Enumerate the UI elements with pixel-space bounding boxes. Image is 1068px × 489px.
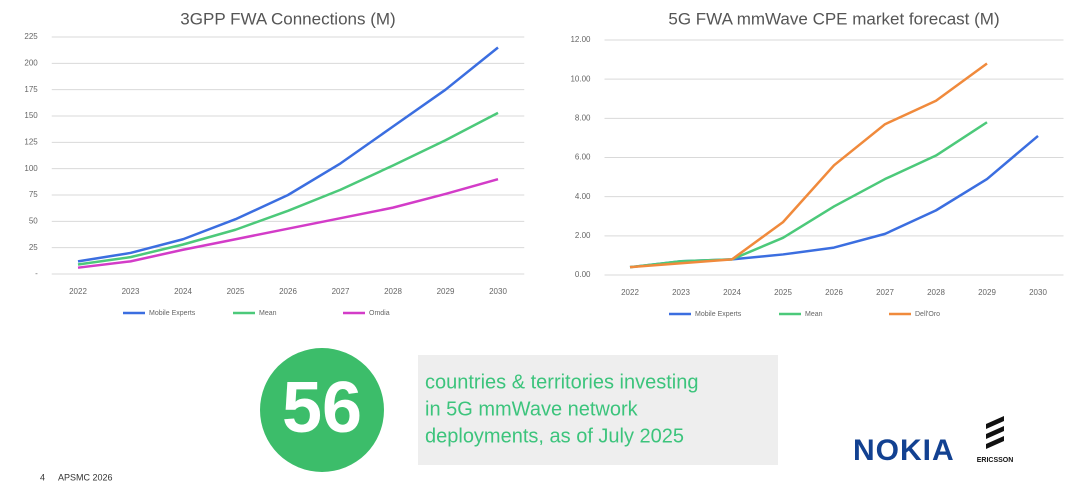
nokia-logo: NOKIA — [853, 434, 955, 467]
callout-text: countries & territories investing — [425, 371, 698, 393]
y-tick-label: 12.00 — [570, 35, 591, 44]
callout-box — [418, 355, 778, 465]
y-tick-label: 100 — [24, 164, 38, 173]
x-tick-label: 2022 — [69, 287, 87, 296]
legend-label: Omdia — [369, 310, 390, 317]
y-tick-label: 8.00 — [575, 113, 591, 122]
y-tick-label: 125 — [24, 137, 38, 146]
legend-label: Mobile Experts — [695, 311, 742, 318]
chart-title: 3GPP FWA Connections (M) — [180, 9, 395, 28]
y-tick-label: 4.00 — [575, 192, 591, 201]
callout-number: 56 — [282, 368, 362, 448]
x-tick-label: 2025 — [774, 288, 792, 297]
page-number: 4 — [40, 472, 45, 482]
ericsson-logo: ERICSSON — [977, 457, 1014, 464]
legend-label: Mobile Experts — [149, 310, 196, 317]
legend-label: Dell'Oro — [915, 311, 940, 318]
x-tick-label: 2029 — [437, 287, 455, 296]
callout-text: in 5G mmWave network — [425, 398, 639, 420]
x-tick-label: 2023 — [672, 288, 690, 297]
ericsson-icon — [986, 416, 1004, 449]
x-tick-label: 2022 — [621, 288, 639, 297]
y-tick-label: 225 — [24, 32, 38, 41]
y-tick-label: 150 — [24, 111, 38, 120]
x-tick-label: 2028 — [927, 288, 945, 297]
callout-text: deployments, as of July 2025 — [425, 425, 684, 447]
x-tick-label: 2029 — [978, 288, 996, 297]
x-tick-label: 2028 — [384, 287, 402, 296]
y-tick-label: 200 — [24, 58, 38, 67]
x-tick-label: 2024 — [174, 287, 192, 296]
line-series — [629, 121, 988, 269]
x-tick-label: 2023 — [122, 287, 140, 296]
y-tick-label: 0.00 — [575, 270, 591, 279]
callout-circle — [260, 348, 384, 472]
x-tick-label: 2027 — [332, 287, 350, 296]
x-tick-label: 2025 — [227, 287, 245, 296]
y-tick-label: 6.00 — [575, 153, 591, 162]
x-tick-label: 2024 — [723, 288, 741, 297]
y-tick-label: 175 — [24, 85, 38, 94]
line-series — [629, 62, 988, 269]
y-tick-label: 2.00 — [575, 231, 591, 240]
legend-label: Mean — [259, 310, 277, 317]
x-tick-label: 2026 — [825, 288, 843, 297]
line-series — [77, 46, 499, 263]
line-series — [77, 177, 499, 269]
chart-title: 5G FWA mmWave CPE market forecast (M) — [668, 9, 999, 28]
y-tick-label: 25 — [29, 243, 38, 252]
x-tick-label: 2030 — [1029, 288, 1047, 297]
y-tick-label: 50 — [29, 216, 38, 225]
line-series — [629, 135, 1039, 269]
event-name: APSMC 2026 — [58, 472, 113, 482]
x-tick-label: 2030 — [489, 287, 507, 296]
legend-label: Mean — [805, 311, 823, 318]
y-tick-label: 10.00 — [570, 74, 591, 83]
y-tick-label: - — [35, 269, 38, 278]
x-tick-label: 2026 — [279, 287, 297, 296]
x-tick-label: 2027 — [876, 288, 894, 297]
y-tick-label: 75 — [29, 190, 38, 199]
line-series — [77, 111, 499, 266]
